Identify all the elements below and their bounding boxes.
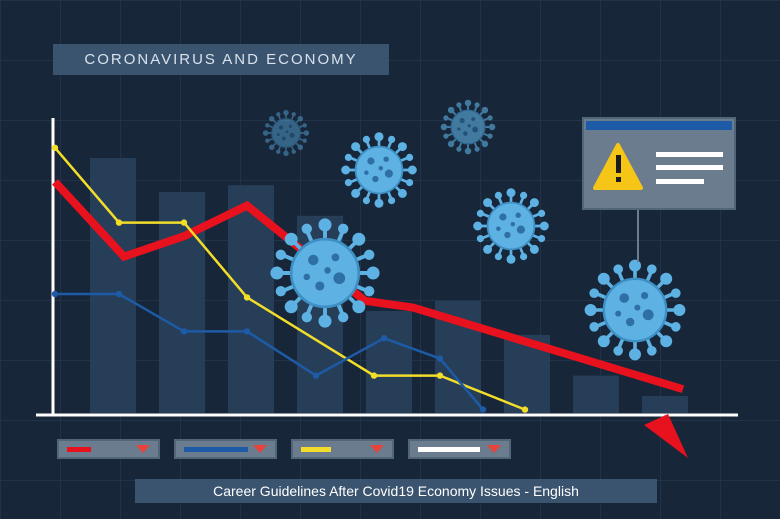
series-point [312, 372, 320, 379]
legend-key-red[interactable] [57, 439, 160, 459]
virus-icon [584, 259, 686, 361]
legend-key-blue[interactable] [174, 439, 277, 459]
chevron-down-icon [136, 445, 150, 453]
caption-banner: Career Guidelines After Covid19 Economy … [135, 479, 657, 503]
series-point [436, 355, 444, 362]
chart-bar [90, 158, 136, 413]
chevron-down-icon [370, 445, 384, 453]
series-point [243, 294, 251, 301]
chart-bar [573, 375, 619, 413]
title-banner: CORONAVIRUS AND ECONOMY [53, 44, 389, 75]
series-point [51, 290, 59, 298]
series-point [436, 372, 444, 379]
chevron-down-icon [487, 445, 501, 453]
virus-icon [473, 188, 549, 264]
series-line [52, 179, 685, 394]
chart-bar [642, 396, 688, 413]
virus-icon [262, 109, 310, 157]
series-point [380, 335, 388, 342]
title-text: CORONAVIRUS AND ECONOMY [84, 51, 358, 68]
virus-icon [341, 132, 417, 208]
warning-icon [593, 143, 643, 190]
series-point [115, 219, 123, 226]
series-lines [51, 144, 688, 458]
series-point [479, 406, 487, 413]
series-point [115, 290, 123, 298]
legend-swatch [418, 447, 480, 452]
legend-key-white[interactable] [408, 439, 511, 459]
series-point [51, 144, 59, 151]
series-point [180, 219, 188, 226]
chevron-down-icon [253, 445, 267, 453]
virus-icon [270, 218, 380, 328]
legend-swatch [67, 447, 91, 452]
series-point [521, 406, 529, 413]
legend-swatch [301, 447, 331, 452]
virus-icon [440, 99, 496, 155]
warning-panel [582, 117, 736, 210]
arrow-head [644, 414, 688, 458]
chart-bar [366, 311, 412, 413]
series-line [55, 292, 484, 411]
series-point [243, 328, 251, 335]
legend-swatch [184, 447, 248, 452]
caption-text: Career Guidelines After Covid19 Economy … [213, 483, 579, 499]
series-point [180, 328, 188, 335]
series-point [370, 372, 378, 379]
legend-key-yellow[interactable] [291, 439, 394, 459]
